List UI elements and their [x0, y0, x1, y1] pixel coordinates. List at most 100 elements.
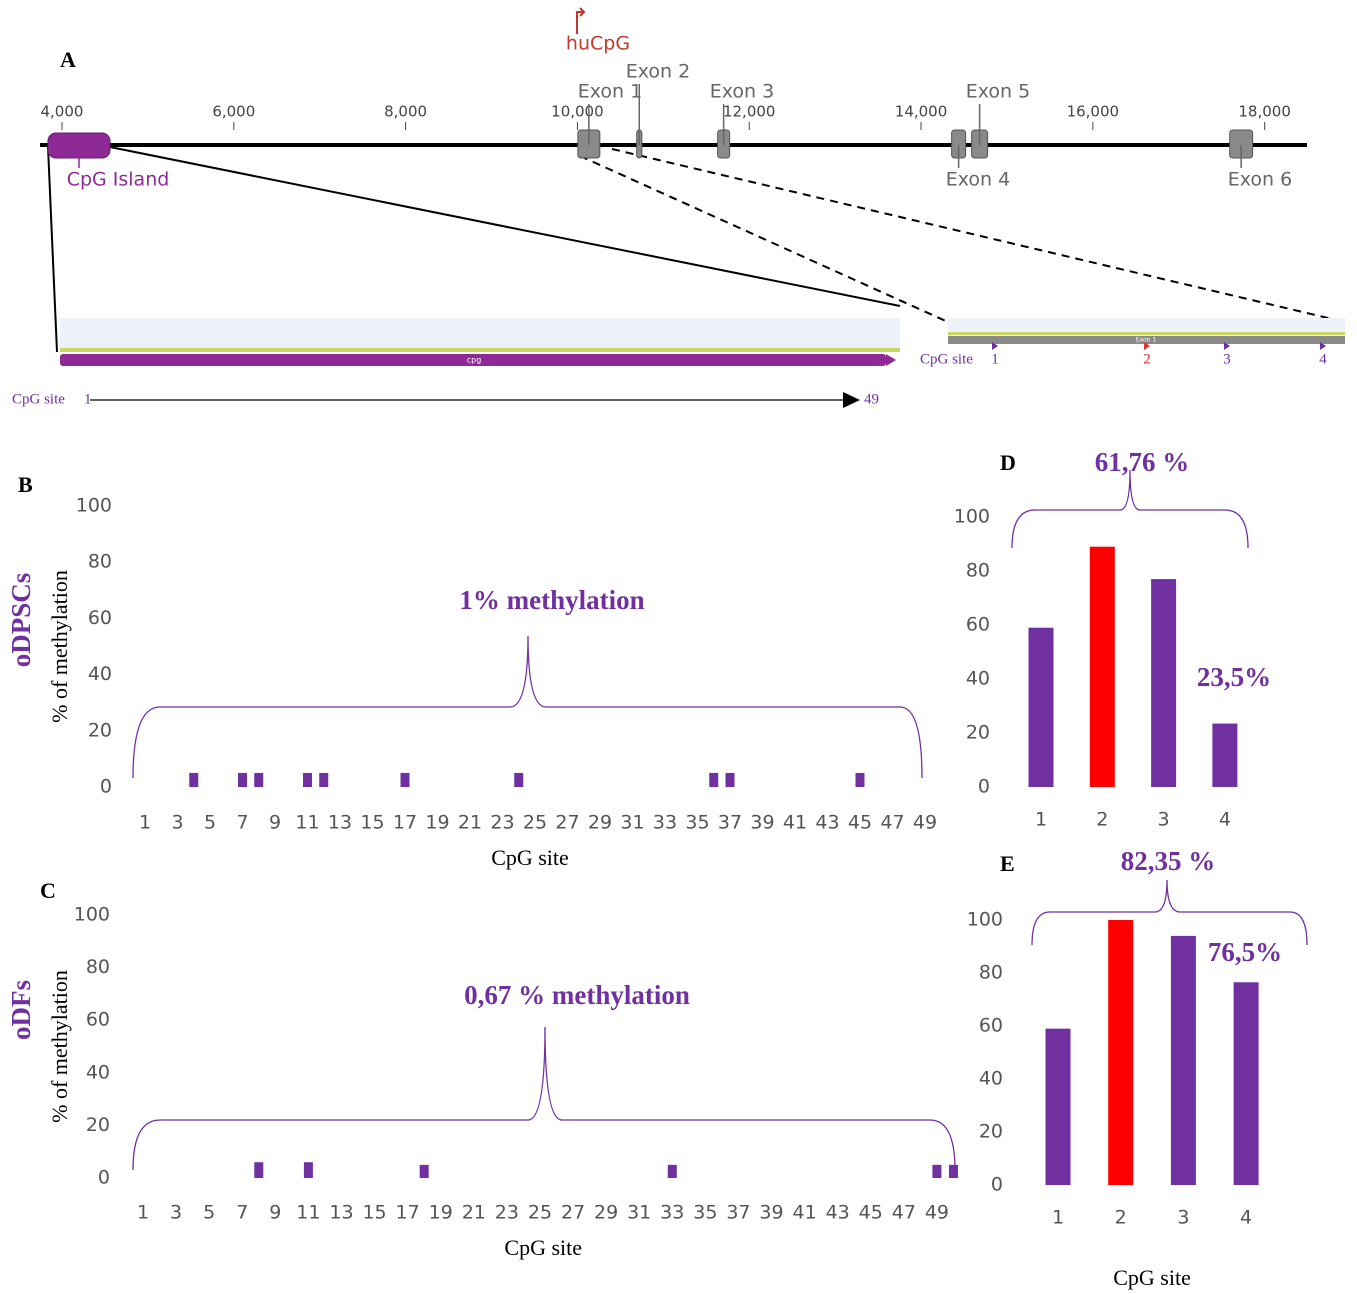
x-tick-label: 11 [296, 1202, 320, 1224]
bar [709, 773, 718, 787]
bar [1151, 579, 1176, 787]
y-tick-label: 100 [967, 909, 1003, 931]
x-tick-label: 41 [783, 812, 807, 834]
x-axis-label: CpG site [504, 1235, 582, 1260]
x-tick-label: 17 [393, 812, 417, 834]
x-tick-label: 27 [555, 812, 579, 834]
annotation: 23,5% [1197, 662, 1271, 692]
x-tick-label: 33 [660, 1202, 684, 1224]
feature-label: Exon 2 [626, 61, 690, 83]
x-tick-label: 47 [892, 1202, 916, 1224]
bar [668, 1165, 677, 1178]
x-tick-label: 5 [203, 1202, 215, 1224]
x-tick-label: 1 [139, 812, 151, 834]
feature-label: Exon 4 [946, 169, 1010, 191]
bar [420, 1165, 429, 1178]
x-tick-label: 15 [360, 812, 384, 834]
x-tick-label: 4,000 [41, 103, 84, 121]
x-tick-label: 27 [561, 1202, 585, 1224]
y-tick-label: 40 [966, 668, 990, 690]
y-tick-label: 80 [966, 560, 990, 582]
x-tick-label: 17 [396, 1202, 420, 1224]
x-tick-label: 18,000 [1238, 103, 1291, 121]
y-tick-label: 60 [979, 1015, 1003, 1037]
x-tick-label: 35 [693, 1202, 717, 1224]
feature-label: Exon 5 [966, 81, 1030, 103]
x-tick-label: 19 [425, 812, 449, 834]
feature-label: Exon 3 [710, 81, 774, 103]
x-tick-label: 45 [848, 812, 872, 834]
zoom-first: 1 [84, 391, 92, 407]
zoom-line [110, 147, 900, 306]
x-tick-label: 23 [495, 1202, 519, 1224]
sequence-ruler [60, 318, 900, 351]
x-tick-label: 43 [826, 1202, 850, 1224]
sequence-strip [948, 332, 1345, 335]
bar [304, 1162, 313, 1178]
x-tick-label: 49 [913, 812, 937, 834]
x-tick-label: 25 [523, 812, 547, 834]
bar [1234, 982, 1259, 1185]
x-tick-label: 4 [1219, 809, 1231, 831]
bar [303, 773, 312, 787]
group-label: oDPSCs [6, 573, 36, 668]
bar [1171, 936, 1196, 1185]
x-tick-label: 16,000 [1067, 103, 1120, 121]
zoom-line [580, 156, 948, 322]
brace [1012, 470, 1248, 548]
panel-letter: A [60, 47, 76, 72]
panel-letter: C [40, 878, 56, 903]
x-tick-label: 7 [236, 812, 248, 834]
feature-label: huCpG [566, 33, 630, 55]
x-tick-label: 29 [588, 812, 612, 834]
x-tick-label: 29 [594, 1202, 618, 1224]
x-tick-label: 7 [236, 1202, 248, 1224]
y-tick-label: 80 [86, 956, 110, 978]
x-tick-label: 2 [1096, 809, 1108, 831]
x-tick-label: 43 [815, 812, 839, 834]
x-tick-label: 39 [750, 812, 774, 834]
bar [726, 773, 735, 787]
annotation: 0,67 % methylation [464, 980, 690, 1010]
x-tick-label: 2 [1115, 1207, 1127, 1229]
site-arrowhead [843, 392, 860, 408]
x-tick-label: 5 [204, 812, 216, 834]
bar [514, 773, 523, 787]
x-tick-label: 1 [137, 1202, 149, 1224]
x-tick-label: 6,000 [212, 103, 255, 121]
x-tick-label: 9 [269, 812, 281, 834]
annotation: 76,5% [1208, 937, 1282, 967]
x-tick-label: 13 [329, 1202, 353, 1224]
bar [254, 1162, 263, 1178]
x-tick-label: 41 [793, 1202, 817, 1224]
y-tick-label: 60 [966, 614, 990, 636]
zoom-label: CpG site [12, 391, 65, 407]
x-tick-label: 3 [1177, 1207, 1189, 1229]
x-tick-label: 10,000 [551, 103, 604, 121]
x-tick-label: 25 [528, 1202, 552, 1224]
bar [1108, 920, 1133, 1185]
bar [401, 773, 410, 787]
figure: cpg CpG site 1 49 Exon 1 CpG site A4,000… [0, 0, 1357, 1294]
x-tick-label: 1 [1035, 809, 1047, 831]
y-tick-label: 20 [979, 1121, 1003, 1143]
y-tick-label: 20 [88, 719, 112, 741]
x-tick-label: 23 [490, 812, 514, 834]
y-tick-label: 40 [979, 1068, 1003, 1090]
y-tick-label: 20 [86, 1114, 110, 1136]
sequence-strip [60, 348, 900, 352]
y-tick-label: 20 [966, 722, 990, 744]
y-axis-label: % of methylation [47, 970, 72, 1123]
x-tick-label: 37 [718, 812, 742, 834]
panel-letter: B [18, 472, 33, 497]
cpg-bar-tip [886, 354, 896, 366]
promoter-arrow [577, 8, 584, 34]
x-tick-label: 15 [362, 1202, 386, 1224]
bar [1212, 724, 1237, 787]
x-tick-label: 9 [269, 1202, 281, 1224]
x-tick-label: 31 [620, 812, 644, 834]
cpg-feature: cpg [467, 356, 482, 365]
y-tick-label: 100 [74, 904, 110, 926]
x-tick-label: 13 [328, 812, 352, 834]
y-tick-label: 40 [88, 663, 112, 685]
